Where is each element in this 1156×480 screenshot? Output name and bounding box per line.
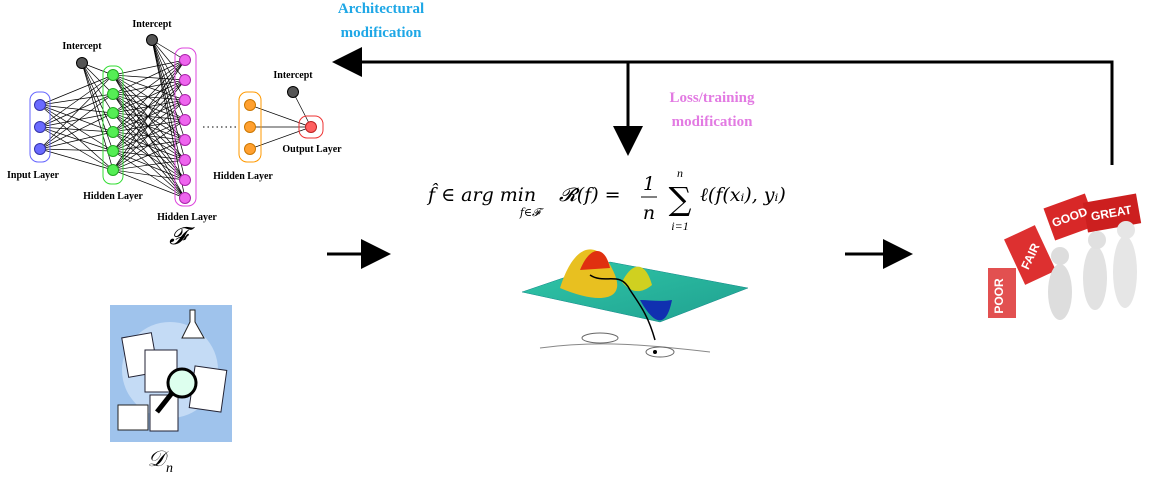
- layer-label: Hidden Layer: [83, 191, 143, 202]
- node: [77, 58, 88, 69]
- node: [35, 122, 46, 133]
- edge: [40, 149, 113, 170]
- formula: 𝓡̂(f) =: [559, 184, 621, 206]
- loss-label: modification: [672, 114, 753, 130]
- layer-label: Hidden Layer: [157, 212, 217, 223]
- node: [108, 89, 119, 100]
- edge: [40, 94, 113, 127]
- node: [180, 95, 191, 106]
- sum-bottom: i=1: [671, 219, 688, 233]
- diagram: Intercept Intercept Intercept Input Laye…: [0, 0, 1156, 480]
- edge: [113, 75, 185, 80]
- sum: ∑: [669, 180, 692, 218]
- node: [180, 155, 191, 166]
- node: [108, 70, 119, 81]
- node: [180, 193, 191, 204]
- node: [245, 144, 256, 155]
- layer-label: Input Layer: [7, 170, 60, 181]
- intercept-label: Intercept: [132, 19, 172, 30]
- node: [108, 108, 119, 119]
- loss-label: Loss/training: [669, 90, 755, 106]
- node: [306, 122, 317, 133]
- formula-sub: f∈𝓕: [519, 206, 544, 219]
- edge: [113, 60, 185, 75]
- edge: [113, 160, 185, 170]
- formula: f̂ ∈ arg min: [426, 183, 536, 206]
- formula-den: n: [643, 202, 655, 224]
- node: [108, 146, 119, 157]
- arch-label: modification: [341, 25, 422, 41]
- node: [35, 144, 46, 155]
- node: [180, 75, 191, 86]
- node: [180, 55, 191, 66]
- edge: [250, 105, 311, 127]
- node: [288, 87, 299, 98]
- edge: [40, 127, 113, 151]
- loss-surface: [522, 249, 748, 357]
- node: [35, 100, 46, 111]
- edge: [113, 113, 185, 120]
- sum-top: n: [677, 166, 683, 180]
- dataset-icon: [110, 305, 232, 442]
- node: [108, 165, 119, 176]
- intercept-label: Intercept: [62, 41, 102, 52]
- node: [180, 175, 191, 186]
- node: [147, 35, 158, 46]
- node: [108, 127, 119, 138]
- layer-label: Hidden Layer: [213, 171, 273, 182]
- dataset-subscript: n: [166, 461, 173, 476]
- function-class: 𝓕: [169, 224, 195, 250]
- formula-num: 1: [643, 173, 655, 195]
- block-label: POOR: [992, 278, 1006, 314]
- edge: [113, 94, 185, 100]
- node: [180, 115, 191, 126]
- edge: [40, 75, 113, 105]
- layer-label: Output Layer: [282, 144, 342, 155]
- node: [245, 122, 256, 133]
- edge: [40, 149, 113, 151]
- formula: ℓ(f(xᵢ), yᵢ): [700, 184, 786, 206]
- arch-label: Architectural: [338, 1, 424, 17]
- intercept-label: Intercept: [273, 70, 313, 81]
- node: [245, 100, 256, 111]
- edge: [113, 60, 185, 170]
- edge: [113, 170, 185, 180]
- node: [180, 135, 191, 146]
